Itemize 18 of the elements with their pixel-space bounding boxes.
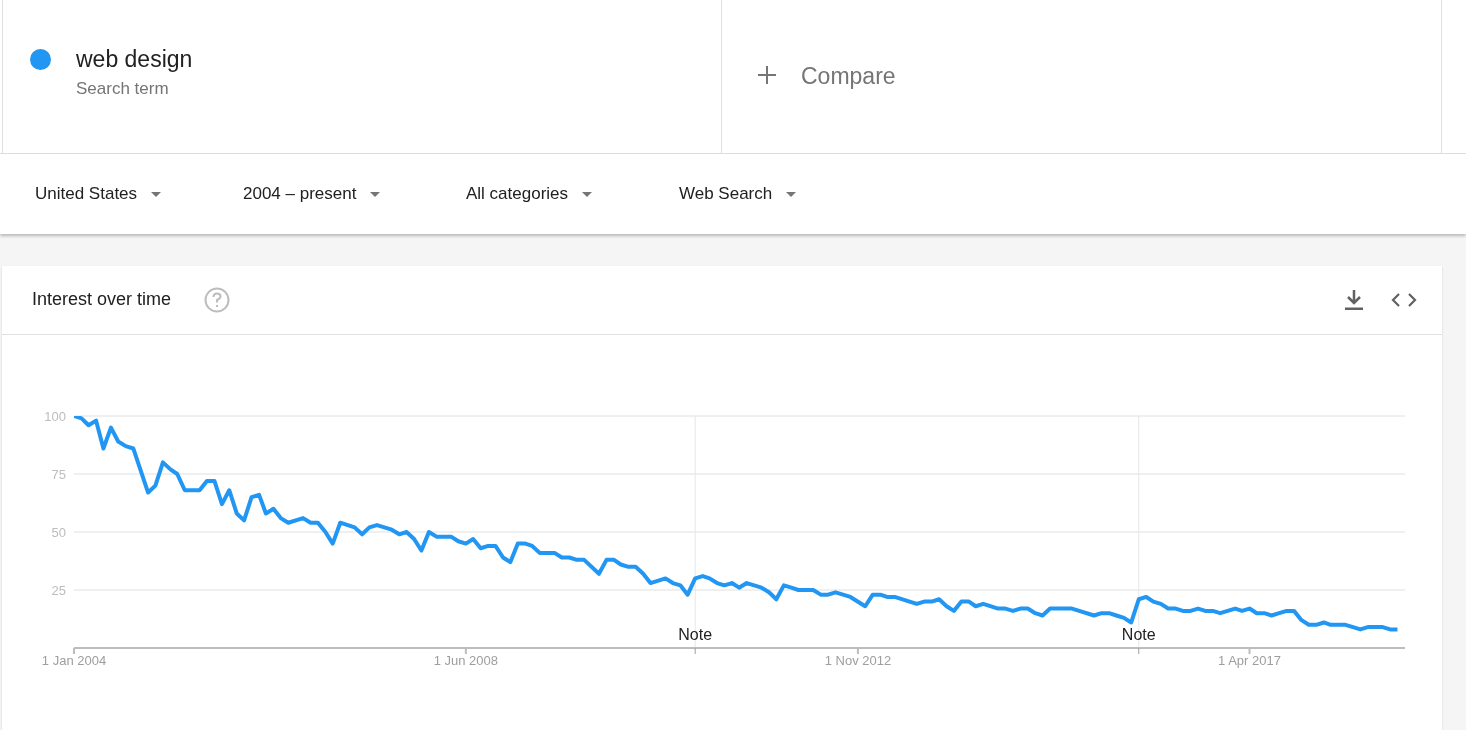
text: Compare	[801, 63, 896, 90]
y-tick-label: 50	[51, 524, 66, 540]
x-tick-label: 1 Jan 2004	[41, 653, 107, 669]
legend-label: web design	[76, 46, 193, 73]
y-tick-label: 75	[51, 466, 66, 482]
ref-line-label: Note	[678, 626, 713, 643]
y-tick-label: 100	[44, 408, 66, 424]
x-tick-label: 1 Nov 2012	[824, 653, 892, 669]
text: All categories	[466, 184, 570, 204]
text: Search term	[76, 79, 169, 99]
text: Web Search	[679, 184, 774, 204]
text: 2004 – present	[243, 184, 358, 204]
y-tick-label: 25	[51, 582, 66, 598]
x-tick-label: 1 Apr 2017	[1218, 653, 1281, 669]
chart-title: Interest over time	[32, 289, 172, 310]
ref-line-label: Note	[1121, 626, 1156, 643]
x-tick-label: 1 Jun 2008	[433, 653, 499, 669]
text: United States	[35, 184, 139, 204]
